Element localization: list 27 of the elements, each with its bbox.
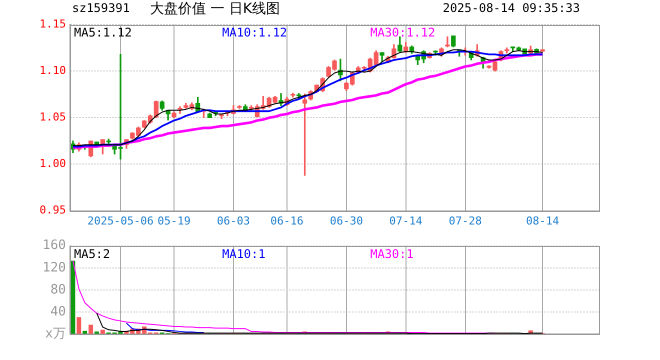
y-tick-label: 1.10	[40, 64, 66, 78]
y-tick-label: 80	[50, 282, 66, 298]
text: MA5:1.12	[74, 26, 132, 40]
x-tick-label: 07-28	[448, 214, 482, 228]
x-tick-label: 06-16	[270, 214, 304, 228]
text: MA30:1	[370, 246, 414, 261]
x-tick-label: 06-30	[330, 214, 363, 228]
x-tick-label: 07-14	[389, 214, 423, 228]
text: 2025-08-14 09:35:33	[442, 1, 580, 15]
x-tick-label: 08-14	[526, 214, 560, 228]
chart-title: 大盘价值 一 日K线图	[150, 0, 280, 18]
y-tick-label: 160	[42, 238, 66, 254]
y-tick-label: 1.15	[40, 17, 66, 30]
text: MA10:1.12	[222, 26, 288, 40]
y-tick-label: 1.05	[40, 110, 66, 124]
x-tick-label: 05-19	[157, 214, 191, 228]
text: MA5:2	[74, 246, 110, 261]
text: MA30:1.12	[370, 26, 436, 40]
y-tick-label: 1.00	[40, 157, 66, 170]
y-tick-label: 40	[50, 304, 66, 320]
y-tick-label: 0.95	[40, 204, 66, 217]
text: MA10:1	[222, 246, 266, 261]
x-tick-label: 06-03	[216, 214, 250, 228]
y-tick-label: 120	[42, 260, 66, 276]
x-tick-label: 2025-05-06	[87, 214, 154, 228]
y-tick-label: x万	[45, 326, 66, 342]
text: sz159391	[72, 1, 130, 15]
